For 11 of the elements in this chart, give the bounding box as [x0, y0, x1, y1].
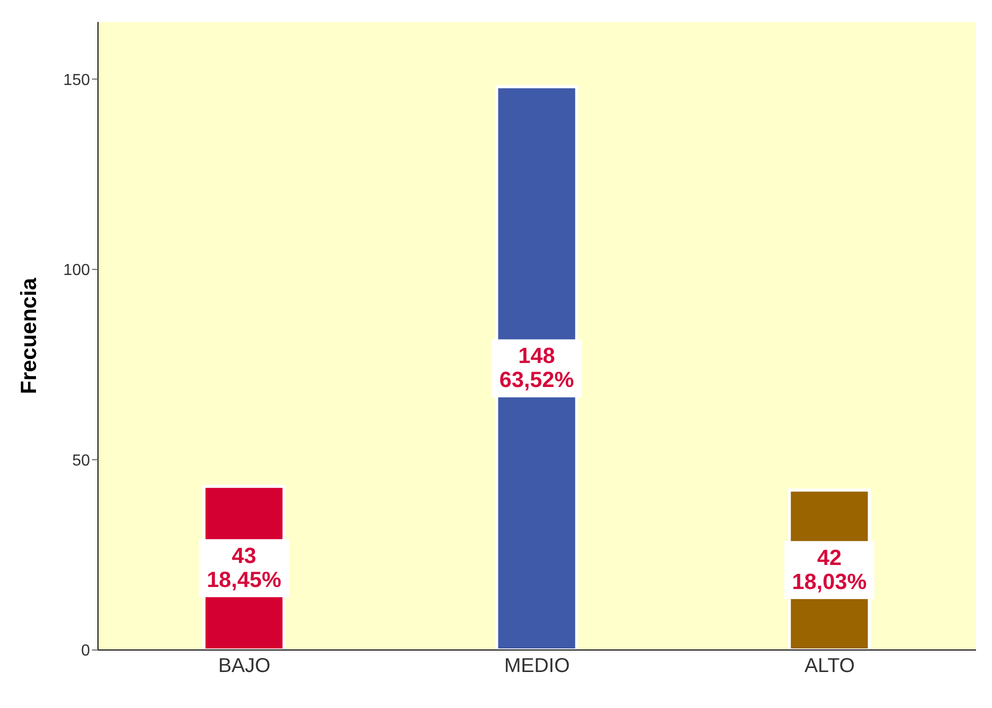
x-tick-label: ALTO: [804, 655, 855, 678]
x-tick-label: BAJO: [218, 655, 270, 678]
y-tick-label: 150: [63, 72, 90, 89]
data-label: 43 18,45%: [206, 542, 282, 592]
y-tick-label: 0: [81, 642, 90, 660]
data-label: 42 18,03%: [792, 544, 867, 594]
y-tick-label: 100: [63, 262, 90, 280]
y-tick-label: 50: [72, 452, 90, 470]
data-label: 148 63,52%: [499, 343, 574, 392]
y-axis-title: Frecuencia: [16, 277, 41, 394]
x-tick-label: MEDIO: [504, 655, 570, 678]
